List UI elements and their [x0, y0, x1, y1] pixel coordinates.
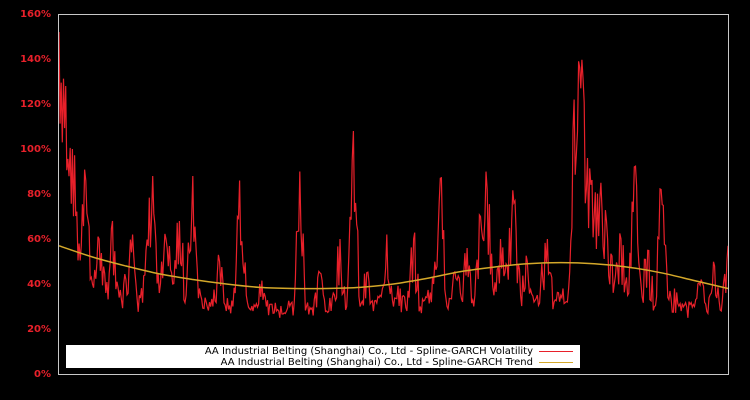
chart-legend: AA Industrial Belting (Shanghai) Co., Lt… [66, 345, 580, 368]
legend-label-trend: AA Industrial Belting (Shanghai) Co., Lt… [220, 357, 533, 368]
legend-item-trend: AA Industrial Belting (Shanghai) Co., Lt… [221, 357, 580, 368]
y-tick-label: 80% [27, 189, 51, 200]
y-tick-label: 40% [27, 279, 51, 290]
volatility-series-line [58, 31, 729, 318]
plot-area [58, 31, 729, 318]
y-tick-label: 100% [20, 144, 51, 155]
y-tick-label: 120% [20, 99, 51, 110]
y-tick-label: 140% [20, 54, 51, 65]
legend-label-volatility: AA Industrial Belting (Shanghai) Co., Lt… [204, 346, 533, 357]
legend-item-volatility: AA Industrial Belting (Shanghai) Co., Lt… [205, 346, 580, 357]
y-tick-label: 160% [20, 9, 51, 20]
plot-frame [58, 14, 729, 375]
legend-swatch-volatility [539, 351, 573, 352]
y-tick-label: 60% [27, 234, 51, 245]
y-tick-label: 0% [34, 369, 51, 380]
y-tick-label: 20% [27, 324, 51, 335]
legend-swatch-trend [539, 362, 573, 363]
trend-series-line [58, 245, 729, 290]
